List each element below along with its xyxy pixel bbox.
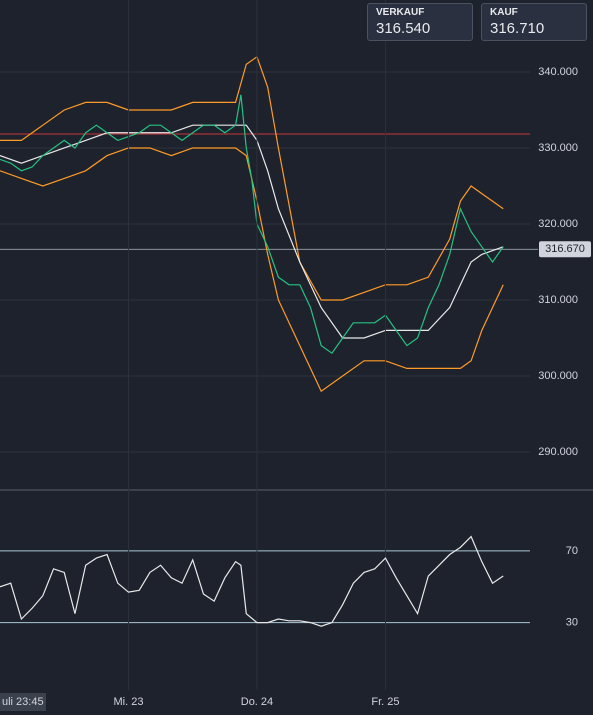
sell-label: VERKAUF [376,7,425,18]
y-tick-label: 30 [566,617,578,629]
x-tick-label: Do. 24 [241,696,273,708]
x-tick-label: Mi. 23 [114,696,144,708]
buy-label: KAUF [490,7,518,18]
y-tick-label: 330.000 [538,142,578,154]
last-price-box [539,241,591,258]
x-tick-label: Fr. 25 [371,696,399,708]
series-line [0,147,504,393]
series-line [0,55,504,301]
y-tick-label: 340.000 [538,66,578,78]
y-tick-label: 320.000 [538,218,578,230]
buy-price: 316.710 [490,20,545,37]
series-line [0,94,504,355]
buy-button[interactable]: KAUF 316.710 [481,3,587,41]
series-line [0,535,504,627]
crosshair-box [0,693,46,711]
y-tick-label: 300.000 [538,370,578,382]
crosshair-label: uli 23:45 [2,696,44,708]
last-price-label: 316.670 [545,243,585,255]
sell-button[interactable]: VERKAUF 316.540 [367,3,473,41]
y-tick-label: 290.000 [538,446,578,458]
series-line [0,124,504,339]
y-tick-label: 70 [566,545,578,557]
sell-price: 316.540 [376,20,431,37]
y-tick-label: 310.000 [538,294,578,306]
